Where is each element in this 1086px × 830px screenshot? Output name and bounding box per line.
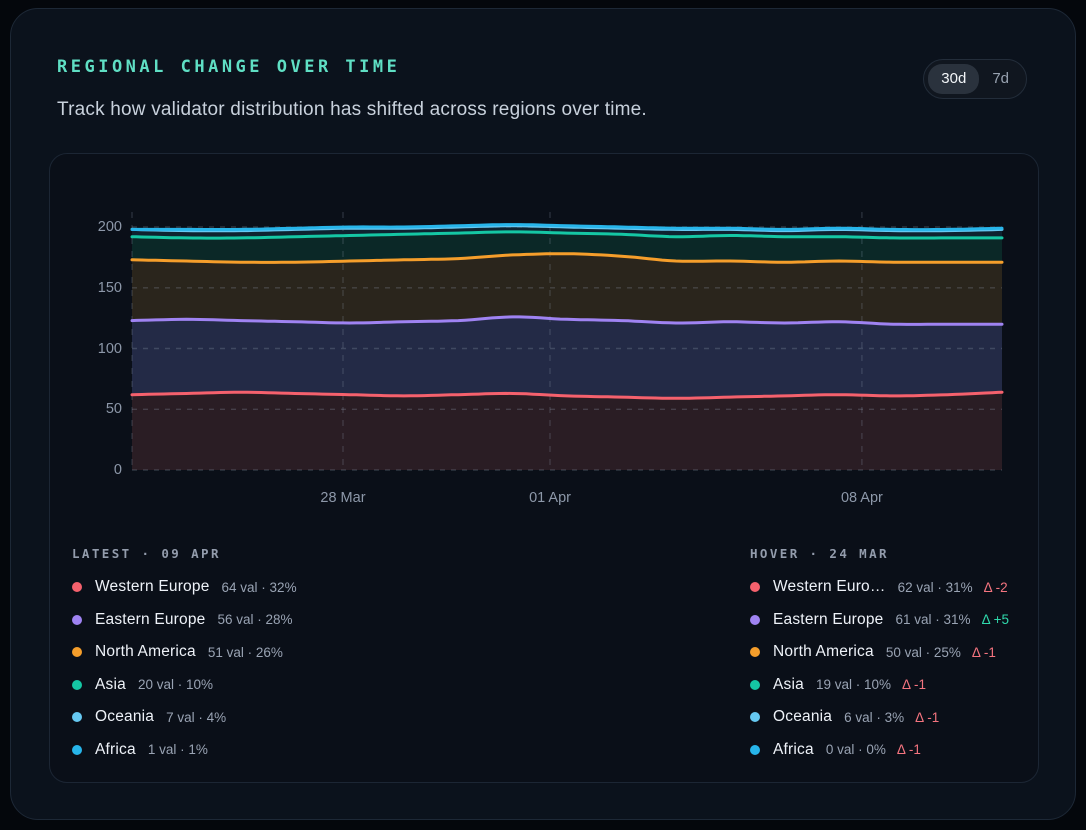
- y-tick-label: 100: [97, 340, 122, 357]
- time-range-toggle: 30d 7d: [923, 59, 1027, 99]
- panel-header: REGIONAL CHANGE OVER TIME Track how vali…: [57, 57, 1029, 121]
- legend-row: Eastern Europe 56 val · 28%: [72, 610, 372, 630]
- line-north-america: [130, 252, 1004, 264]
- region-name: North America: [773, 643, 874, 660]
- series-color-dot: [72, 582, 82, 592]
- area-western-europe: [132, 392, 1002, 470]
- legend-hover-header: HOVER · 24 MAR: [750, 546, 889, 561]
- series-color-dot: [72, 679, 82, 690]
- y-tick-label: 200: [97, 219, 122, 235]
- legend-row: North America 50 val · 25% Δ -1: [750, 642, 1050, 662]
- line-africa: [130, 223, 1004, 232]
- legend-row: Asia 19 val · 10% Δ -1: [750, 675, 1050, 695]
- stacked-area-chart[interactable]: [130, 212, 1004, 471]
- series-color-dot: [750, 712, 760, 722]
- legend-hover: HOVER · 24 MAR Western Euro… 62 val · 31…: [750, 546, 1050, 760]
- region-name: Africa: [773, 740, 814, 758]
- legend-row: North America 51 val · 26%: [72, 642, 372, 662]
- legend-latest-header: LATEST · 09 APR: [72, 546, 221, 561]
- region-delta-badge: Δ +5: [981, 612, 1009, 627]
- series-color-dot: [72, 744, 82, 755]
- legend-row: Eastern Europe 61 val · 31% Δ +5: [750, 610, 1050, 630]
- area-north-america: [132, 253, 1002, 325]
- legend-latest-rows: Western Europe 64 val · 32% Eastern Euro…: [72, 577, 372, 760]
- region-name: Oceania: [95, 708, 155, 725]
- legend-row: Oceania 7 val · 4%: [72, 707, 372, 727]
- chart-card: 0 50 100 150 200 28 Mar 01 Apr 08 Apr LATEST ·…: [49, 153, 1039, 783]
- region-name: Eastern Europe: [773, 610, 884, 628]
- region-name: North America: [95, 643, 196, 660]
- legend-row: Africa 0 val · 0% Δ -1: [750, 740, 1050, 760]
- area-eastern-europe: [132, 316, 1002, 399]
- y-tick-label: 50: [105, 401, 122, 418]
- series-color-dot: [750, 744, 760, 755]
- region-name: Oceania: [773, 708, 833, 725]
- page-title: REGIONAL CHANGE OVER TIME: [57, 57, 401, 77]
- region-delta-badge: Δ -2: [983, 579, 1008, 595]
- region-delta-badge: Δ -1: [896, 742, 921, 757]
- y-tick-label: 150: [97, 279, 122, 296]
- region-value: 64 val · 32%: [221, 579, 297, 595]
- region-value: 19 val · 10%: [815, 677, 891, 692]
- x-tick-label: 08 Apr: [840, 490, 883, 506]
- region-value: 6 val · 3%: [844, 709, 905, 725]
- legend-latest: LATEST · 09 APR Western Europe 64 val · …: [72, 546, 372, 760]
- series-color-dot: [750, 582, 760, 592]
- legend-row: Africa 1 val · 1%: [72, 740, 372, 760]
- region-name: Western Europe: [95, 578, 210, 595]
- region-delta-badge: Δ -1: [915, 709, 940, 725]
- region-value: 56 val · 28%: [217, 612, 293, 627]
- area-asia: [132, 231, 1002, 263]
- region-value: 51 val · 26%: [207, 644, 283, 660]
- region-name: Africa: [95, 740, 136, 758]
- line-western-europe: [130, 390, 1004, 400]
- legend-row: Western Europe 64 val · 32%: [72, 577, 372, 597]
- range-option-7d[interactable]: 7d: [979, 64, 1022, 94]
- series-color-dot: [72, 647, 82, 657]
- page-subtitle: Track how validator distribution has shi…: [57, 99, 647, 120]
- line-eastern-europe: [130, 315, 1004, 326]
- legend-hover-rows: Western Euro… 62 val · 31% Δ -2 Eastern …: [750, 577, 1050, 760]
- region-value: 0 val · 0%: [825, 742, 886, 757]
- legend-row: Asia 20 val · 10%: [72, 675, 372, 695]
- x-tick-label: 28 Mar: [320, 490, 366, 506]
- y-tick-label: 0: [113, 462, 122, 478]
- series-color-dot: [750, 614, 760, 625]
- series-color-dot: [72, 614, 82, 625]
- region-value: 61 val · 31%: [895, 612, 971, 627]
- series-color-dot: [750, 647, 760, 657]
- regional-change-panel: REGIONAL CHANGE OVER TIME Track how vali…: [10, 8, 1076, 820]
- region-value: 1 val · 1%: [147, 742, 208, 757]
- x-tick-label: 01 Apr: [529, 490, 571, 506]
- legend-row: Oceania 6 val · 3% Δ -1: [750, 707, 1050, 727]
- series-color-dot: [750, 679, 760, 690]
- series-color-dot: [72, 712, 82, 722]
- legend-row: Western Euro… 62 val · 31% Δ -2: [750, 577, 1050, 597]
- range-option-30d[interactable]: 30d: [928, 64, 980, 94]
- region-value: 20 val · 10%: [137, 677, 213, 692]
- region-value: 62 val · 31%: [897, 579, 973, 595]
- line-asia: [130, 230, 1004, 240]
- region-value: 50 val · 25%: [885, 644, 961, 660]
- region-name: Asia: [773, 675, 804, 693]
- region-delta-badge: Δ -1: [971, 644, 996, 660]
- region-name: Eastern Europe: [95, 610, 206, 628]
- region-name: Asia: [95, 675, 126, 693]
- region-value: 7 val · 4%: [166, 709, 227, 725]
- region-name: Western Euro…: [773, 578, 886, 595]
- region-delta-badge: Δ -1: [902, 677, 927, 692]
